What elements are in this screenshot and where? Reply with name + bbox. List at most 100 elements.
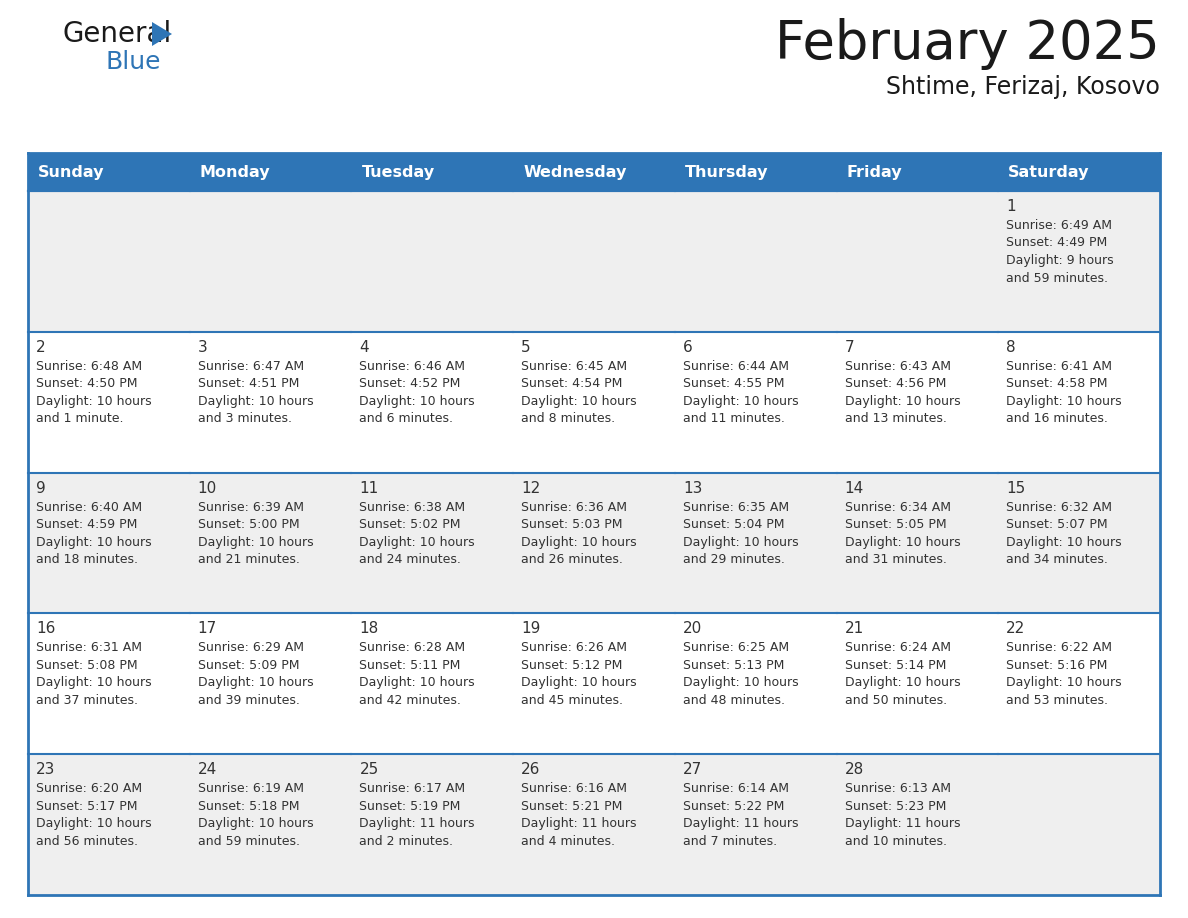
Text: Sunrise: 6:16 AM
Sunset: 5:21 PM
Daylight: 11 hours
and 4 minutes.: Sunrise: 6:16 AM Sunset: 5:21 PM Dayligh… [522,782,637,847]
Text: 2: 2 [36,340,45,354]
Text: 11: 11 [360,481,379,496]
Bar [513,613,675,755]
Text: 5: 5 [522,340,531,354]
Text: 24: 24 [197,762,217,778]
Text: Sunrise: 6:40 AM
Sunset: 4:59 PM
Daylight: 10 hours
and 18 minutes.: Sunrise: 6:40 AM Sunset: 4:59 PM Dayligh… [36,500,152,566]
Bar [352,191,513,331]
Bar [998,191,1159,331]
Text: Sunrise: 6:25 AM
Sunset: 5:13 PM
Daylight: 10 hours
and 48 minutes.: Sunrise: 6:25 AM Sunset: 5:13 PM Dayligh… [683,642,798,707]
Text: 19: 19 [522,621,541,636]
Text: Sunrise: 6:41 AM
Sunset: 4:58 PM
Daylight: 10 hours
and 16 minutes.: Sunrise: 6:41 AM Sunset: 4:58 PM Dayligh… [1006,360,1121,425]
Bar [675,755,836,895]
Bar [190,473,352,613]
Text: 20: 20 [683,621,702,636]
Text: 6: 6 [683,340,693,354]
Text: Sunrise: 6:34 AM
Sunset: 5:05 PM
Daylight: 10 hours
and 31 minutes.: Sunrise: 6:34 AM Sunset: 5:05 PM Dayligh… [845,500,960,566]
Text: 26: 26 [522,762,541,778]
Text: Sunrise: 6:46 AM
Sunset: 4:52 PM
Daylight: 10 hours
and 6 minutes.: Sunrise: 6:46 AM Sunset: 4:52 PM Dayligh… [360,360,475,425]
Text: Sunrise: 6:28 AM
Sunset: 5:11 PM
Daylight: 10 hours
and 42 minutes.: Sunrise: 6:28 AM Sunset: 5:11 PM Dayligh… [360,642,475,707]
Text: 14: 14 [845,481,864,496]
Bar [29,191,190,331]
Text: Blue: Blue [105,50,160,74]
Text: Sunrise: 6:13 AM
Sunset: 5:23 PM
Daylight: 11 hours
and 10 minutes.: Sunrise: 6:13 AM Sunset: 5:23 PM Dayligh… [845,782,960,847]
Text: Sunrise: 6:36 AM
Sunset: 5:03 PM
Daylight: 10 hours
and 26 minutes.: Sunrise: 6:36 AM Sunset: 5:03 PM Dayligh… [522,500,637,566]
Bar [513,331,675,473]
Text: Sunrise: 6:26 AM
Sunset: 5:12 PM
Daylight: 10 hours
and 45 minutes.: Sunrise: 6:26 AM Sunset: 5:12 PM Dayligh… [522,642,637,707]
Text: 21: 21 [845,621,864,636]
Text: Shtime, Ferizaj, Kosovo: Shtime, Ferizaj, Kosovo [886,75,1159,99]
Bar [29,331,190,473]
Text: Thursday: Thursday [684,164,769,180]
Text: Sunrise: 6:44 AM
Sunset: 4:55 PM
Daylight: 10 hours
and 11 minutes.: Sunrise: 6:44 AM Sunset: 4:55 PM Dayligh… [683,360,798,425]
Polygon shape [152,22,172,46]
Bar [836,331,998,473]
Text: Sunrise: 6:31 AM
Sunset: 5:08 PM
Daylight: 10 hours
and 37 minutes.: Sunrise: 6:31 AM Sunset: 5:08 PM Dayligh… [36,642,152,707]
Bar [836,191,998,331]
Text: Sunrise: 6:39 AM
Sunset: 5:00 PM
Daylight: 10 hours
and 21 minutes.: Sunrise: 6:39 AM Sunset: 5:00 PM Dayligh… [197,500,314,566]
Text: Tuesday: Tuesday [361,164,435,180]
Bar [675,331,836,473]
Bar [190,613,352,755]
Bar [352,755,513,895]
Bar [513,191,675,331]
Text: 28: 28 [845,762,864,778]
Text: Sunrise: 6:32 AM
Sunset: 5:07 PM
Daylight: 10 hours
and 34 minutes.: Sunrise: 6:32 AM Sunset: 5:07 PM Dayligh… [1006,500,1121,566]
Text: 22: 22 [1006,621,1025,636]
Text: 17: 17 [197,621,217,636]
Bar [998,613,1159,755]
Bar [998,331,1159,473]
Bar [836,473,998,613]
Bar [190,191,352,331]
Text: Sunrise: 6:17 AM
Sunset: 5:19 PM
Daylight: 11 hours
and 2 minutes.: Sunrise: 6:17 AM Sunset: 5:19 PM Dayligh… [360,782,475,847]
Bar [190,755,352,895]
Bar [29,613,190,755]
Text: Sunrise: 6:14 AM
Sunset: 5:22 PM
Daylight: 11 hours
and 7 minutes.: Sunrise: 6:14 AM Sunset: 5:22 PM Dayligh… [683,782,798,847]
Text: 23: 23 [36,762,56,778]
Text: 13: 13 [683,481,702,496]
Text: General: General [62,20,171,48]
Text: 12: 12 [522,481,541,496]
Text: 10: 10 [197,481,217,496]
Text: Sunrise: 6:45 AM
Sunset: 4:54 PM
Daylight: 10 hours
and 8 minutes.: Sunrise: 6:45 AM Sunset: 4:54 PM Dayligh… [522,360,637,425]
Bar [513,755,675,895]
Text: Sunrise: 6:47 AM
Sunset: 4:51 PM
Daylight: 10 hours
and 3 minutes.: Sunrise: 6:47 AM Sunset: 4:51 PM Dayligh… [197,360,314,425]
Bar [352,331,513,473]
Text: 8: 8 [1006,340,1016,354]
Bar [352,613,513,755]
Text: Sunday: Sunday [38,164,105,180]
Text: Wednesday: Wednesday [523,164,626,180]
Bar [352,473,513,613]
Text: 15: 15 [1006,481,1025,496]
Text: Sunrise: 6:19 AM
Sunset: 5:18 PM
Daylight: 10 hours
and 59 minutes.: Sunrise: 6:19 AM Sunset: 5:18 PM Dayligh… [197,782,314,847]
Text: 7: 7 [845,340,854,354]
Text: Sunrise: 6:24 AM
Sunset: 5:14 PM
Daylight: 10 hours
and 50 minutes.: Sunrise: 6:24 AM Sunset: 5:14 PM Dayligh… [845,642,960,707]
Text: 9: 9 [36,481,46,496]
Text: 16: 16 [36,621,56,636]
Text: Sunrise: 6:49 AM
Sunset: 4:49 PM
Daylight: 9 hours
and 59 minutes.: Sunrise: 6:49 AM Sunset: 4:49 PM Dayligh… [1006,219,1114,285]
Text: 3: 3 [197,340,208,354]
Text: Friday: Friday [847,164,902,180]
Text: 25: 25 [360,762,379,778]
Text: Sunrise: 6:38 AM
Sunset: 5:02 PM
Daylight: 10 hours
and 24 minutes.: Sunrise: 6:38 AM Sunset: 5:02 PM Dayligh… [360,500,475,566]
Bar [675,191,836,331]
Bar [675,613,836,755]
Bar [998,473,1159,613]
Text: Sunrise: 6:48 AM
Sunset: 4:50 PM
Daylight: 10 hours
and 1 minute.: Sunrise: 6:48 AM Sunset: 4:50 PM Dayligh… [36,360,152,425]
Bar [29,755,190,895]
Text: Sunrise: 6:43 AM
Sunset: 4:56 PM
Daylight: 10 hours
and 13 minutes.: Sunrise: 6:43 AM Sunset: 4:56 PM Dayligh… [845,360,960,425]
Text: Monday: Monday [200,164,271,180]
Bar [836,755,998,895]
Text: Sunrise: 6:20 AM
Sunset: 5:17 PM
Daylight: 10 hours
and 56 minutes.: Sunrise: 6:20 AM Sunset: 5:17 PM Dayligh… [36,782,152,847]
Text: 1: 1 [1006,199,1016,214]
Text: Sunrise: 6:22 AM
Sunset: 5:16 PM
Daylight: 10 hours
and 53 minutes.: Sunrise: 6:22 AM Sunset: 5:16 PM Dayligh… [1006,642,1121,707]
Text: Sunrise: 6:35 AM
Sunset: 5:04 PM
Daylight: 10 hours
and 29 minutes.: Sunrise: 6:35 AM Sunset: 5:04 PM Dayligh… [683,500,798,566]
Bar [29,473,190,613]
Text: 4: 4 [360,340,369,354]
Bar [29,153,1159,191]
Bar [190,331,352,473]
Text: Saturday: Saturday [1009,164,1089,180]
Text: 18: 18 [360,621,379,636]
Text: Sunrise: 6:29 AM
Sunset: 5:09 PM
Daylight: 10 hours
and 39 minutes.: Sunrise: 6:29 AM Sunset: 5:09 PM Dayligh… [197,642,314,707]
Bar [998,755,1159,895]
Bar [675,473,836,613]
